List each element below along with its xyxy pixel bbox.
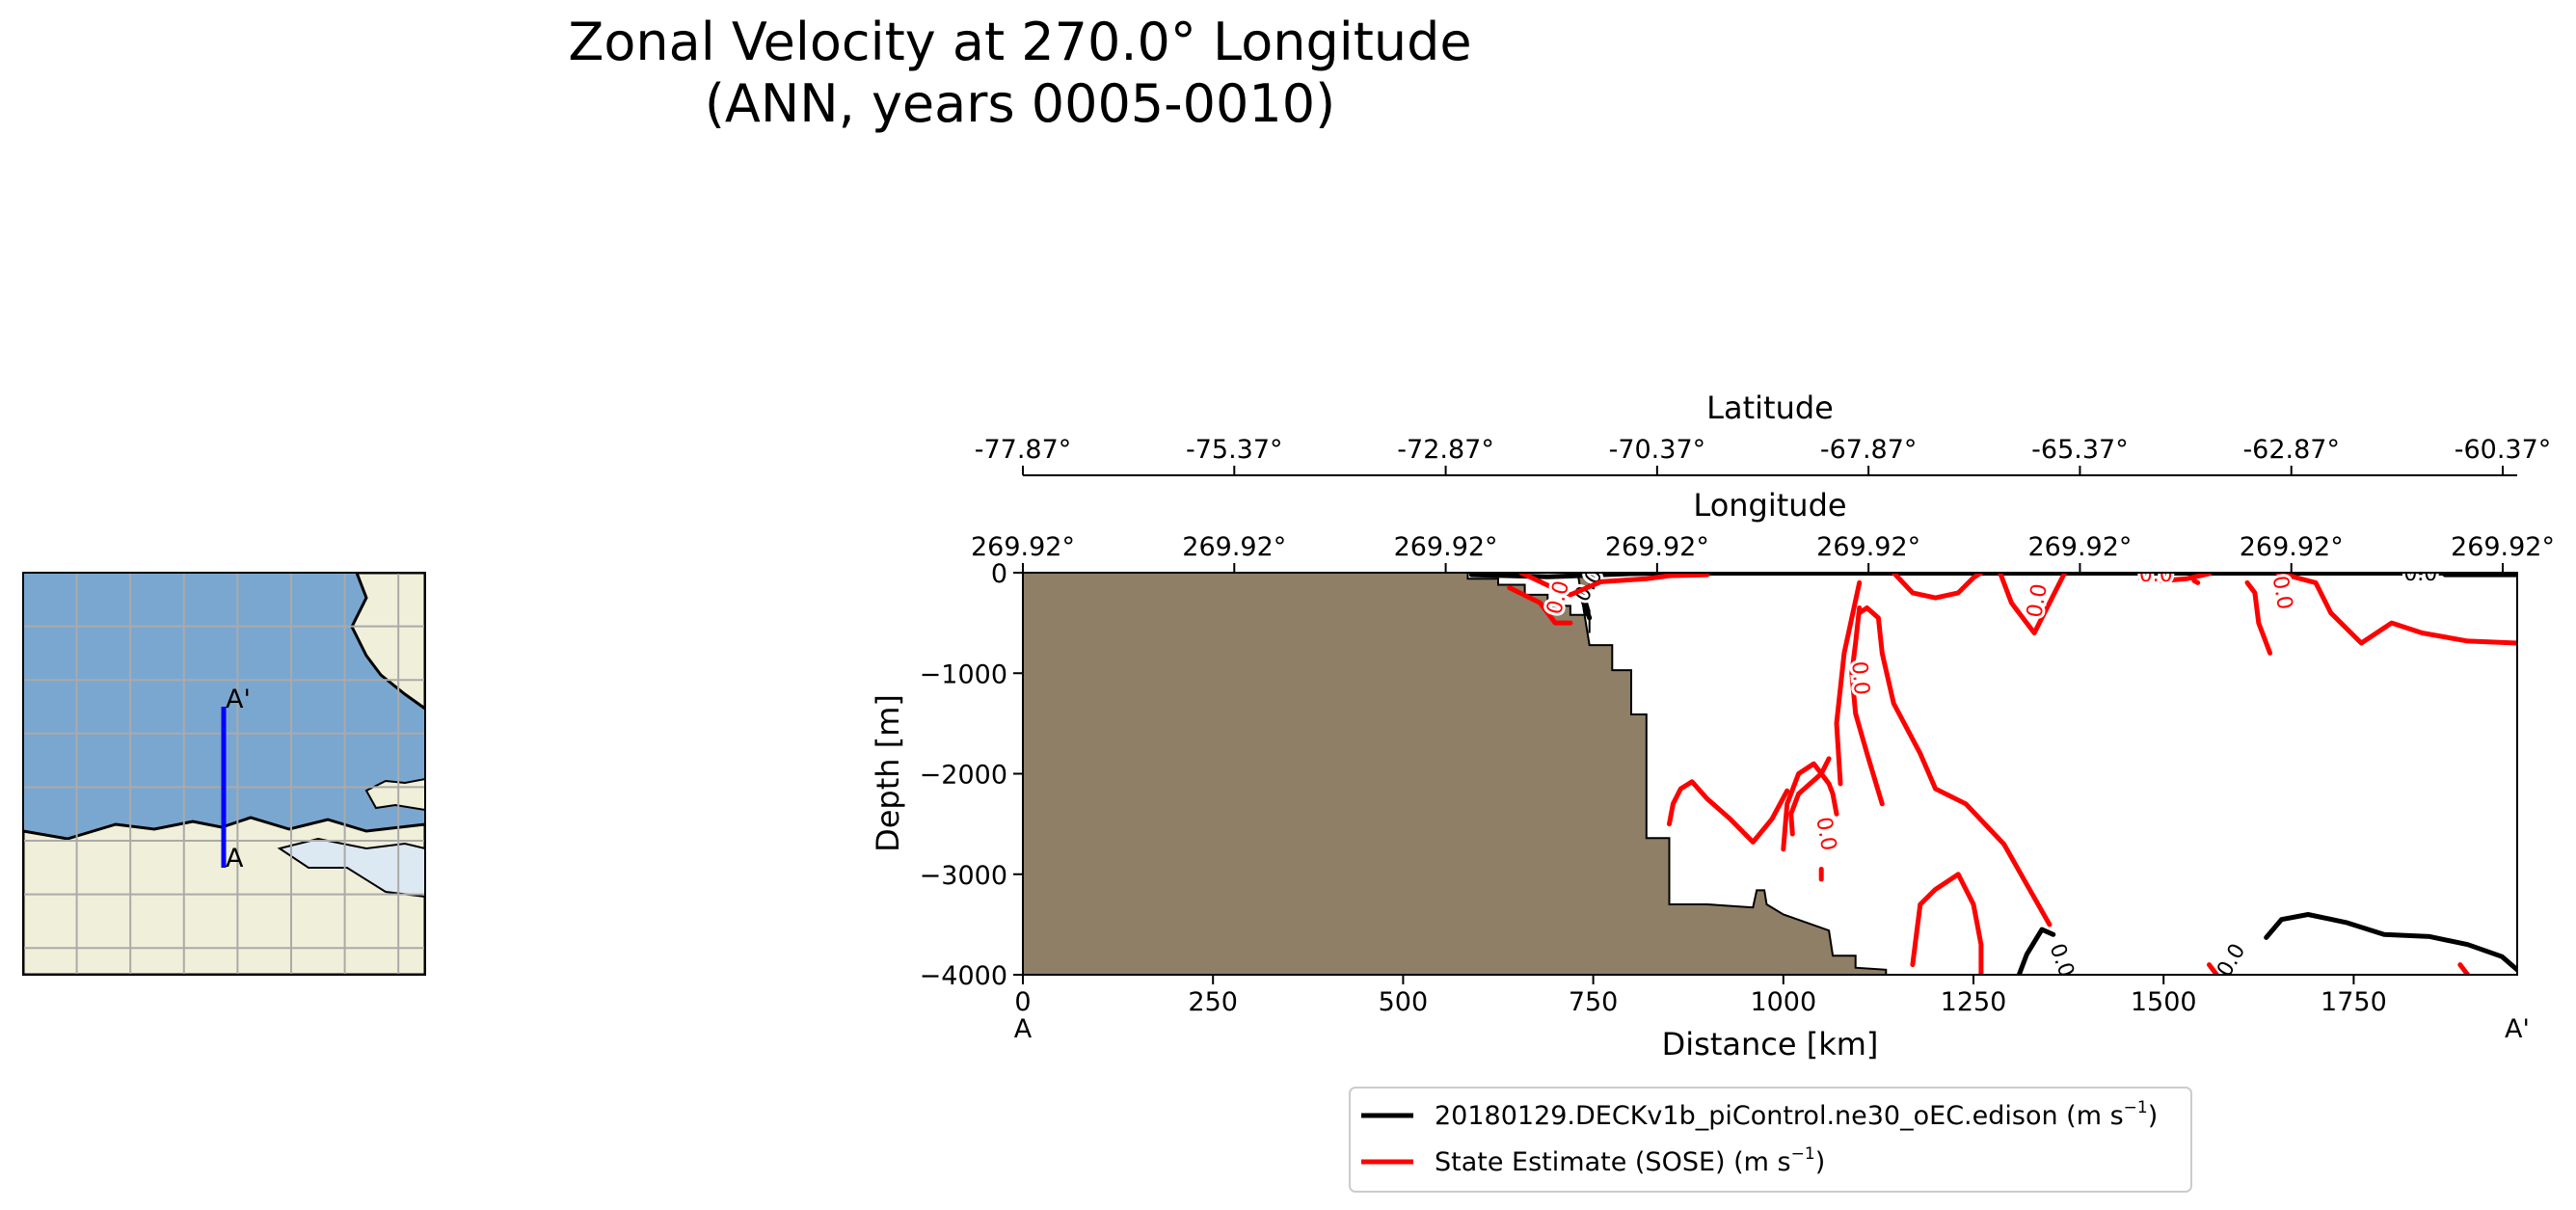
y-axis-ticks: 0 −1000 −2000 −3000 −4000	[920, 559, 1023, 991]
contour-line-model	[1468, 573, 2517, 579]
longitude-axis-label: Longitude	[1693, 487, 1846, 524]
contour-line-sose	[1834, 579, 1863, 787]
section-end-label: A'	[2505, 1014, 2530, 1044]
contour-line-sose	[1910, 872, 1984, 975]
y-axis-label: Depth [m]	[870, 694, 906, 852]
latitude-tick-label: -62.87°	[2242, 435, 2340, 465]
x-tick-label: 0	[1014, 987, 1031, 1017]
legend: 20180129.DECKv1b_piControl.ne30_oEC.edis…	[1349, 1087, 2192, 1193]
x-tick-label: 1000	[1750, 987, 1816, 1017]
contour-line-sose	[1507, 585, 1573, 626]
contour-line-sose	[1518, 573, 1710, 598]
legend-label-model: 20180129.DECKv1b_piControl.ne30_oEC.edis…	[1435, 1098, 2158, 1131]
x-axis-ticks: 0 250 500 750 1000 1250 1500 1750	[1014, 975, 2387, 1017]
contour-line-sose	[1891, 573, 1984, 601]
latitude-tick-label: -77.87°	[975, 435, 1072, 465]
contour-line-sose	[1857, 605, 2053, 928]
x-tick-label: 250	[1188, 987, 1238, 1017]
latitude-axis: -77.87° -75.37° -72.87° -70.37° -67.87° -65.3…	[975, 435, 2552, 476]
x-tick-label: 1750	[2321, 987, 2387, 1017]
inset-frame	[22, 572, 426, 976]
contour-line-model	[1579, 585, 1593, 621]
longitude-tick-label: 269.92°	[1182, 532, 1286, 562]
y-tick-label: 0	[991, 559, 1007, 589]
contour-label-sose: 0.0	[2267, 574, 2297, 611]
latitude-tick-label: -60.37°	[2455, 435, 2552, 465]
contour-line-sose	[2207, 962, 2219, 975]
chart-title-line1: Zonal Velocity at 270.0° Longitude	[568, 12, 1471, 72]
inset-ice-shelf	[277, 837, 425, 899]
chart-title-line2: (ANN, years 0005-0010)	[705, 73, 1335, 134]
contour-line-sose	[1788, 756, 1832, 837]
legend-label-sose: State Estimate (SOSE) (m s−1)	[1435, 1144, 1825, 1177]
longitude-tick-label: 269.92°	[2240, 532, 2344, 562]
y-tick-label: −1000	[920, 659, 1007, 689]
contour-label-sose: 0.0	[1811, 816, 1840, 853]
contour-line-sose	[2244, 579, 2273, 656]
longitude-tick-label: 269.92°	[971, 532, 1075, 562]
x-tick-label: 500	[1379, 987, 1429, 1017]
latitude-tick-label: -72.87°	[1397, 435, 1494, 465]
latitude-tick-label: -70.37°	[1609, 435, 1706, 465]
x-axis-label: Distance [km]	[1662, 1026, 1879, 1062]
longitude-tick-label: 269.92°	[1605, 532, 1709, 562]
y-tick-label: −3000	[920, 861, 1007, 891]
contour-line-sose	[2275, 573, 2517, 646]
contour-line-sose	[1781, 761, 1839, 852]
x-tick-label: 1500	[2131, 987, 2197, 1017]
contour-line-model	[2264, 912, 2517, 973]
inset-end-label: A'	[226, 685, 251, 714]
inset-gridlines	[23, 573, 425, 975]
longitude-tick-label: 269.92°	[1816, 532, 1920, 562]
latitude-tick-label: -67.87°	[1820, 435, 1918, 465]
y-tick-label: −4000	[920, 961, 1007, 991]
longitude-tick-label: 269.92°	[1394, 532, 1498, 562]
inset-start-label: A	[226, 844, 244, 874]
latitude-tick-label: -65.37°	[2031, 435, 2129, 465]
contour-label-sose: 0.0	[2023, 582, 2053, 620]
longitude-tick-label: 269.92°	[2451, 532, 2555, 562]
contour-line-model	[2016, 927, 2056, 975]
contour-line-sose	[1849, 605, 1885, 807]
y-tick-label: −2000	[920, 761, 1007, 791]
contour-line-sose	[1998, 573, 2068, 635]
x-tick-label: 750	[1569, 987, 1619, 1017]
contour-line-sose	[2191, 578, 2201, 585]
longitude-tick-label: 269.92°	[2027, 532, 2132, 562]
longitude-axis: 269.92° 269.92° 269.92° 269.92° 269.92° 269.9…	[971, 532, 2555, 573]
latitude-axis-label: Latitude	[1706, 390, 1834, 426]
latitude-tick-label: -75.37°	[1186, 435, 1283, 465]
contour-label-model: 0.0	[2403, 562, 2437, 586]
bathymetry-fill	[1023, 573, 1888, 975]
legend-frame	[1349, 1087, 2192, 1193]
contour-label-sose: 0.0	[1846, 660, 1873, 696]
inset-land-south-america	[350, 573, 425, 711]
contour-line-sose	[2457, 962, 2471, 975]
inset-map: A' A	[22, 572, 426, 976]
section-start-label: A	[1014, 1014, 1033, 1044]
contour-line-sose	[1667, 779, 1790, 845]
contour-label-sose: 0.0	[2139, 563, 2173, 587]
section-plot: 0.00.0 0.00.00.00.00.00.00.0 0.0 0 250 500 75…	[870, 390, 2555, 1062]
x-tick-label: 1250	[1941, 987, 2007, 1017]
contour-line-sose	[2138, 573, 2212, 583]
